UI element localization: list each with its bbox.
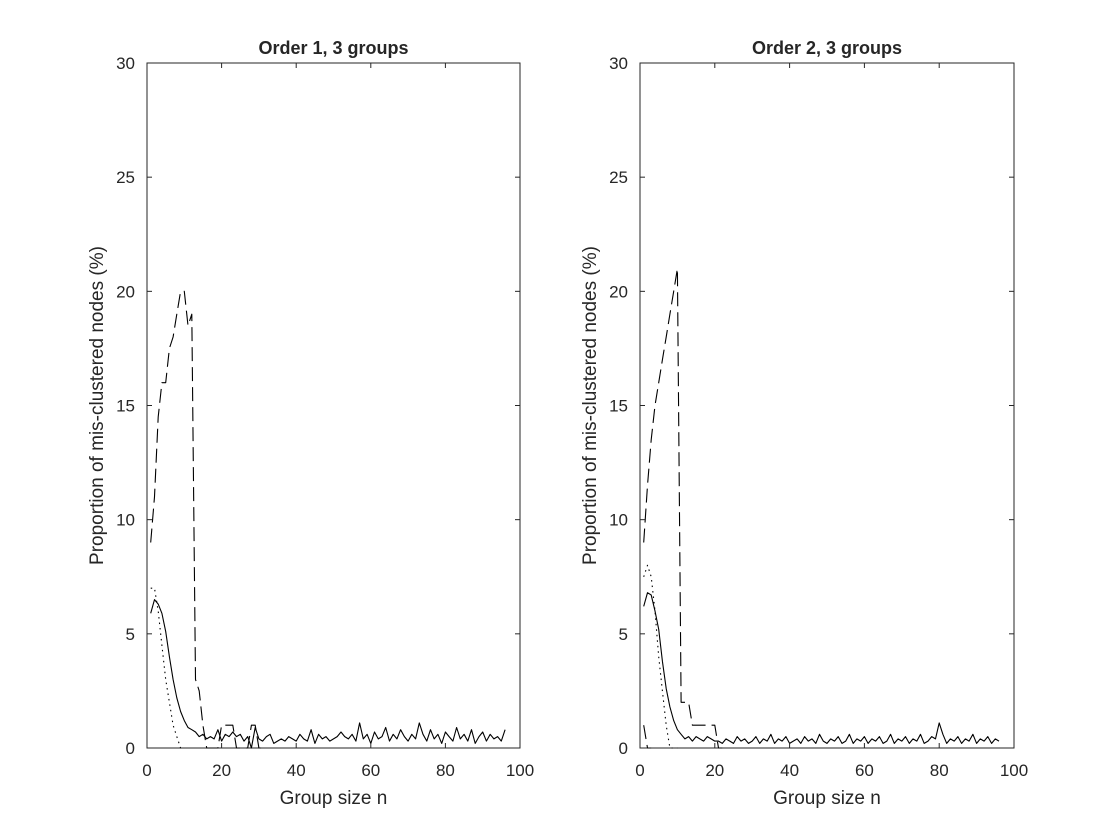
- x-tick-label: 80: [930, 761, 949, 780]
- subplot-order-2: 0 20 40 60 80 100 0 5 10 15 20 25 30 Order 2, 3 grou…: [580, 38, 1028, 809]
- y-tick-label: 15: [116, 397, 135, 416]
- series-solid-line: [643, 592, 1000, 744]
- x-tick-label: 0: [635, 761, 644, 780]
- y-tick-label: 20: [116, 282, 135, 301]
- y-tick-label: 0: [619, 739, 628, 758]
- x-tick-label: 100: [1000, 761, 1028, 780]
- axis-ticks: 0 20 40 60 80 100 0 5 10 15 20 25 30: [609, 54, 1028, 780]
- subplot-order-1: 0 20 40 60 80 100 0 5 10 15 20 25 30 Order 1, 3 grou…: [87, 38, 534, 809]
- series-dotted-line: [643, 564, 678, 749]
- plot-lines: [150, 290, 506, 749]
- x-axis-label: Group size n: [773, 788, 881, 809]
- y-tick-label: 0: [126, 739, 135, 758]
- y-tick-label: 15: [609, 397, 628, 416]
- axes-box: [639, 62, 1015, 749]
- y-tick-label: 30: [116, 54, 135, 73]
- axes-box: [146, 62, 521, 749]
- x-tick-label: 60: [855, 761, 874, 780]
- y-tick-label: 30: [609, 54, 628, 73]
- y-axis-label: Proportion of mis-clustered nodes (%): [580, 246, 601, 565]
- axis-ticks: 0 20 40 60 80 100 0 5 10 15 20 25 30: [116, 54, 534, 780]
- x-tick-label: 60: [361, 761, 380, 780]
- chart-title: Order 1, 3 groups: [258, 38, 408, 58]
- x-axis-label: Group size n: [280, 788, 388, 809]
- y-axis-label: Proportion of mis-clustered nodes (%): [87, 246, 108, 565]
- x-tick-label: 40: [287, 761, 306, 780]
- series-dotted-line: [150, 587, 185, 749]
- x-tick-label: 0: [142, 761, 151, 780]
- x-tick-label: 80: [436, 761, 455, 780]
- y-tick-label: 25: [609, 168, 628, 187]
- y-tick-label: 10: [609, 511, 628, 530]
- x-tick-label: 20: [705, 761, 724, 780]
- x-tick-label: 40: [780, 761, 799, 780]
- y-tick-label: 25: [116, 168, 135, 187]
- chart-title: Order 2, 3 groups: [752, 38, 902, 58]
- y-tick-label: 10: [116, 511, 135, 530]
- y-tick-label: 5: [619, 625, 628, 644]
- y-tick-label: 5: [126, 625, 135, 644]
- plot-lines: [643, 267, 1000, 749]
- x-tick-label: 100: [506, 761, 534, 780]
- x-tick-label: 20: [212, 761, 231, 780]
- series-dashed-line: [643, 725, 652, 749]
- series-solid-line: [150, 599, 506, 749]
- series-dashed-line: [643, 267, 723, 749]
- series-dashed-line: [150, 290, 267, 749]
- y-tick-label: 20: [609, 282, 628, 301]
